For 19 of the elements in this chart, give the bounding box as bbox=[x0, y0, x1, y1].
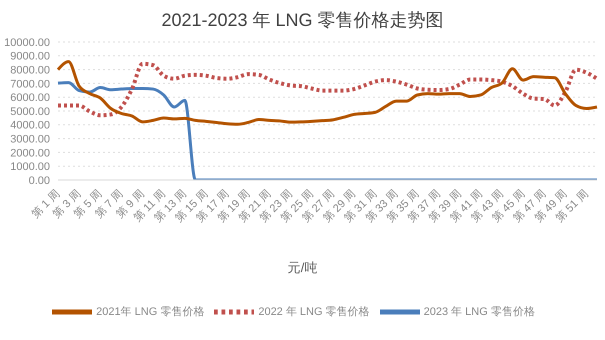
line-series bbox=[56, 60, 598, 126]
y-tick-label: 4000.00 bbox=[10, 120, 50, 132]
legend-label: 2021年 LNG 零售价格 bbox=[96, 306, 204, 318]
y-tick-label: 9000.00 bbox=[10, 50, 50, 63]
x-axis-title: 元/吨 bbox=[286, 259, 318, 277]
y-tick-label: 1000.00 bbox=[10, 161, 50, 174]
y-tick-label: 7000.00 bbox=[10, 78, 50, 90]
legend-label: 2022 年 LNG 零售价格 bbox=[258, 306, 370, 318]
y-tick-label: 10000.00 bbox=[4, 36, 50, 49]
y-tick-label: 2000.00 bbox=[10, 147, 50, 160]
line-series bbox=[56, 81, 598, 180]
line-series bbox=[56, 62, 599, 118]
y-tick-label: 8000.00 bbox=[10, 64, 50, 77]
y-tick-label: 3000.00 bbox=[10, 134, 50, 146]
y-tick-label: 5000.00 bbox=[10, 106, 50, 118]
chart-title: 2021-2023 年 LNG 零售价格走势图 bbox=[160, 9, 445, 32]
y-tick-label: 6000.00 bbox=[10, 92, 50, 104]
y-tick-label: 0.00 bbox=[28, 174, 50, 187]
legend-label: 2023 年 LNG 零售价格 bbox=[424, 306, 535, 318]
